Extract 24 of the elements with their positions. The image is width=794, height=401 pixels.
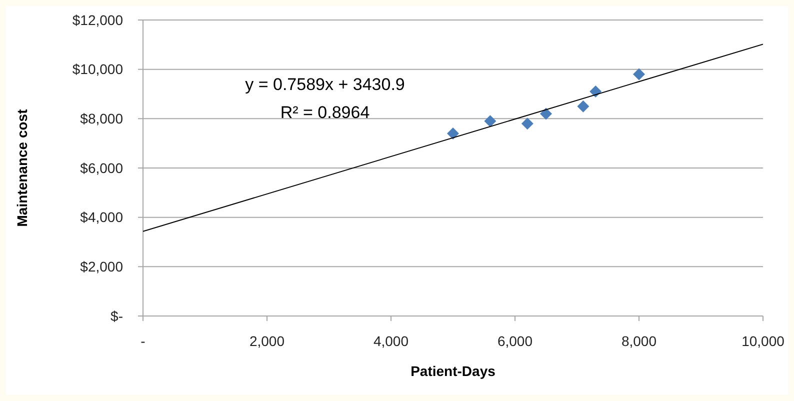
y-tick-label: $12,000 <box>72 12 124 28</box>
point <box>577 100 590 112</box>
point <box>633 68 645 80</box>
annotation: y = 0.7589x + 3430.9 <box>245 75 405 94</box>
y-tick-label: $10,000 <box>72 61 124 78</box>
point <box>521 118 534 130</box>
y-tick-label: $6,000 <box>80 160 124 176</box>
point <box>540 108 552 120</box>
y-tick-label: $4,000 <box>80 209 124 226</box>
point <box>447 127 459 140</box>
annotation: R² = 0.8964 <box>280 103 370 122</box>
x-tick-label: 8,000 <box>621 333 657 349</box>
y-tick-label: $2,000 <box>80 258 124 275</box>
x-tick-label: 2,000 <box>249 333 285 349</box>
x-axis-title: Patient-Days <box>410 363 496 379</box>
point <box>484 115 496 128</box>
x-tick-label: 6,000 <box>497 333 533 349</box>
y-axis-title: Maintenance cost <box>14 108 30 227</box>
x-tick-label: 10,000 <box>742 333 785 349</box>
x-tick-label: - <box>140 333 146 349</box>
x-tick-label: 4,000 <box>373 333 409 349</box>
point <box>590 86 602 98</box>
y-tick-label: $- <box>110 308 124 324</box>
y-tick-label: $8,000 <box>80 110 124 127</box>
